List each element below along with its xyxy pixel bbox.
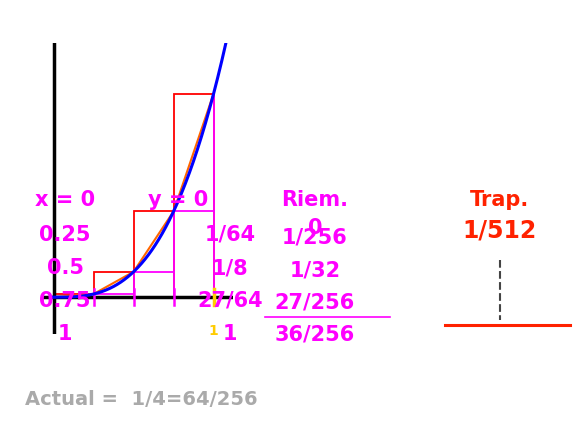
Text: 27/64: 27/64 — [197, 291, 263, 311]
Text: 0: 0 — [308, 218, 322, 238]
Text: y = 0: y = 0 — [148, 190, 208, 211]
Text: Actual =  1/4=64/256: Actual = 1/4=64/256 — [25, 390, 258, 409]
Text: 1/8: 1/8 — [212, 258, 249, 278]
Text: 1/32: 1/32 — [289, 261, 340, 281]
Text: 1/64: 1/64 — [204, 225, 255, 245]
Text: 27/256: 27/256 — [275, 293, 355, 313]
Text: 0.5: 0.5 — [47, 258, 83, 278]
Text: 1/256: 1/256 — [282, 228, 348, 248]
Text: 1: 1 — [58, 324, 72, 344]
Text: Trap.: Trap. — [470, 190, 530, 211]
Text: 0.75: 0.75 — [39, 291, 91, 311]
Text: 1/512: 1/512 — [463, 218, 537, 242]
Text: 1: 1 — [223, 324, 237, 344]
Text: 1: 1 — [209, 324, 218, 338]
Bar — [94, 272, 133, 297]
Text: x = 0: x = 0 — [35, 190, 95, 211]
Text: Riem.: Riem. — [282, 190, 349, 211]
Text: 0.25: 0.25 — [39, 225, 91, 245]
Bar — [173, 94, 214, 297]
Text: 36/256: 36/256 — [275, 325, 355, 345]
Bar — [54, 294, 94, 297]
Bar — [133, 211, 173, 297]
